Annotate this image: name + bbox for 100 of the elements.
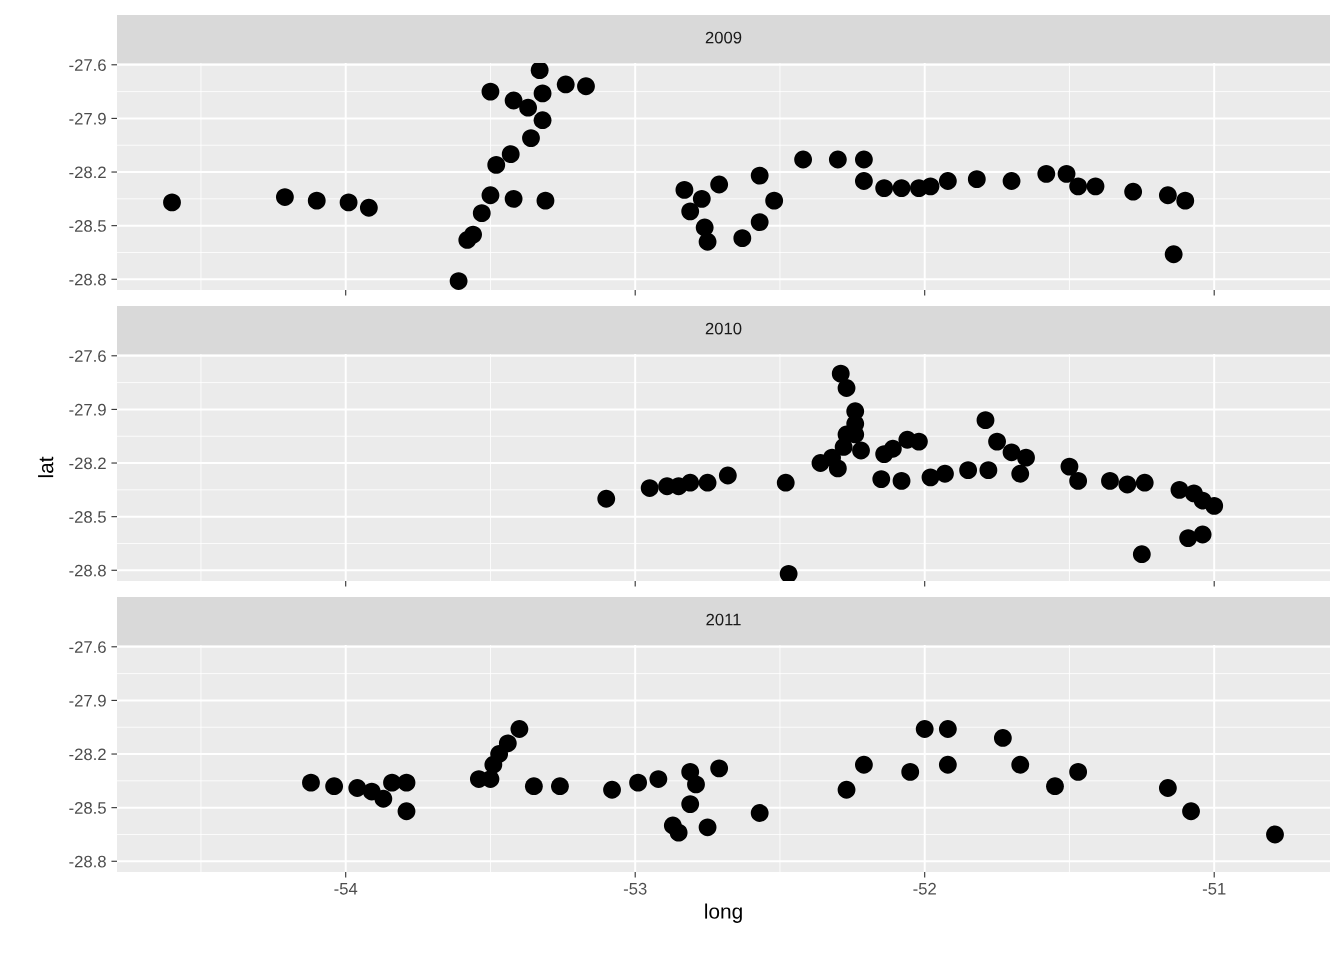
point xyxy=(854,755,873,774)
point xyxy=(1011,464,1030,483)
point xyxy=(481,82,500,101)
point xyxy=(837,379,856,397)
point xyxy=(988,432,1006,451)
point xyxy=(1002,443,1021,462)
x-tick-label: -54 xyxy=(334,883,358,895)
x-tick-label: -53 xyxy=(623,882,647,895)
point xyxy=(1086,177,1105,196)
point xyxy=(892,179,911,198)
point xyxy=(1132,545,1151,564)
point xyxy=(669,823,688,842)
point xyxy=(498,734,517,753)
point xyxy=(1164,245,1183,264)
y-tick-label: -28.5 xyxy=(69,802,106,814)
point xyxy=(794,150,813,169)
point xyxy=(967,170,986,189)
point xyxy=(487,155,506,174)
point xyxy=(828,459,847,478)
point xyxy=(976,411,995,430)
point xyxy=(481,186,500,205)
point xyxy=(698,473,717,492)
point xyxy=(921,177,940,196)
point xyxy=(629,773,648,792)
chart-title: 2009 xyxy=(705,31,742,44)
point xyxy=(854,150,873,169)
point xyxy=(901,762,920,781)
point xyxy=(936,464,954,483)
point xyxy=(307,191,326,210)
point xyxy=(1205,497,1224,515)
point xyxy=(640,479,659,497)
point xyxy=(1060,457,1079,476)
x-tick-label: -52 xyxy=(913,882,936,895)
point xyxy=(883,439,902,458)
point xyxy=(1069,762,1088,781)
point xyxy=(302,773,320,792)
point xyxy=(750,213,769,231)
point xyxy=(374,789,393,808)
point xyxy=(698,818,717,837)
point xyxy=(854,172,873,190)
y-tick-label: -27.6 xyxy=(69,641,106,653)
point xyxy=(938,720,957,738)
point xyxy=(892,471,911,490)
point xyxy=(959,461,978,480)
point xyxy=(510,720,529,738)
point xyxy=(1176,191,1195,210)
chart-title: 2011 xyxy=(706,613,741,626)
y-tick-label: -28.2 xyxy=(69,166,106,179)
point xyxy=(556,75,575,94)
point xyxy=(852,441,870,460)
y-axis-title: lat xyxy=(38,456,54,478)
point xyxy=(533,111,552,130)
point xyxy=(698,232,717,251)
point xyxy=(577,77,595,96)
point xyxy=(733,229,752,248)
point xyxy=(915,720,934,738)
point xyxy=(681,202,700,221)
y-tick-label: -28.5 xyxy=(69,220,106,232)
point xyxy=(1011,755,1030,774)
point xyxy=(397,773,416,792)
point xyxy=(1057,164,1076,183)
x-axis-title: long xyxy=(705,903,742,923)
y-tick-label: -28.8 xyxy=(69,564,106,577)
point xyxy=(1118,475,1137,494)
point xyxy=(938,755,957,774)
point xyxy=(1101,471,1119,490)
point xyxy=(397,802,416,821)
y-tick-label: -27.9 xyxy=(69,112,106,125)
point xyxy=(597,489,616,508)
point xyxy=(275,188,294,206)
point xyxy=(875,179,894,198)
point xyxy=(1193,525,1212,544)
point xyxy=(1158,779,1177,797)
point xyxy=(501,145,520,164)
point xyxy=(718,466,737,485)
point xyxy=(687,775,705,794)
x-tick-label: -51 xyxy=(1202,883,1226,895)
point xyxy=(979,461,998,480)
point xyxy=(1179,529,1198,548)
point xyxy=(339,193,358,212)
y-tick-label: -27.9 xyxy=(69,694,106,707)
point xyxy=(831,364,850,383)
point xyxy=(692,189,711,208)
point xyxy=(649,770,668,788)
point xyxy=(710,175,729,194)
point xyxy=(1017,448,1035,467)
y-tick-label: -28.8 xyxy=(69,855,106,868)
point xyxy=(1182,802,1200,821)
y-tick-label: -27.6 xyxy=(69,350,106,362)
point xyxy=(1069,177,1088,196)
y-tick-label: -27.6 xyxy=(69,59,106,71)
point xyxy=(536,191,555,210)
point xyxy=(1170,480,1189,499)
point xyxy=(1046,777,1064,796)
y-tick-label: -28.2 xyxy=(69,748,106,761)
point xyxy=(603,780,621,799)
point xyxy=(524,777,543,796)
point xyxy=(1135,473,1154,492)
point xyxy=(938,172,957,190)
point xyxy=(348,779,367,797)
